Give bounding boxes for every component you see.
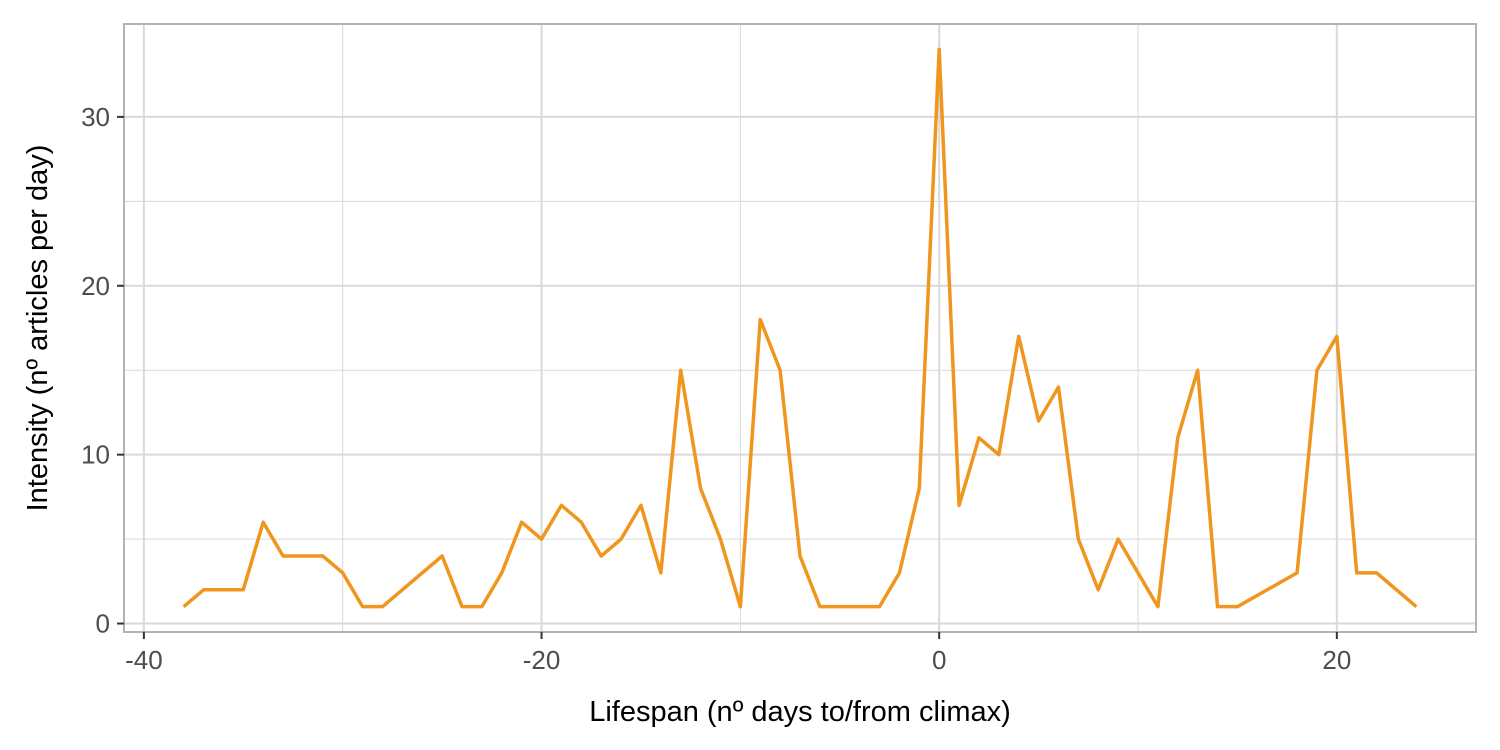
x-tick-label: -20 [523, 645, 561, 675]
y-tick-label: 20 [81, 271, 110, 301]
major-gridlines [124, 24, 1476, 632]
y-tick-label: 0 [96, 609, 110, 639]
x-tick-label: -40 [125, 645, 163, 675]
plot-panel-border [123, 23, 1477, 633]
series-line [182, 47, 1418, 609]
minor-gridlines [124, 24, 1476, 632]
x-axis-ticks: -40 -20 0 20 [125, 632, 1351, 675]
y-axis-title: Intensity (nº articles per day) [22, 145, 54, 512]
x-tick-label: 20 [1322, 645, 1351, 675]
x-axis-title: Lifespan (nº days to/from climax) [589, 696, 1011, 728]
x-tick-label: 0 [932, 645, 946, 675]
y-axis-ticks: 0 10 20 30 [81, 102, 124, 639]
y-tick-label: 30 [81, 102, 110, 132]
y-tick-label: 10 [81, 440, 110, 470]
